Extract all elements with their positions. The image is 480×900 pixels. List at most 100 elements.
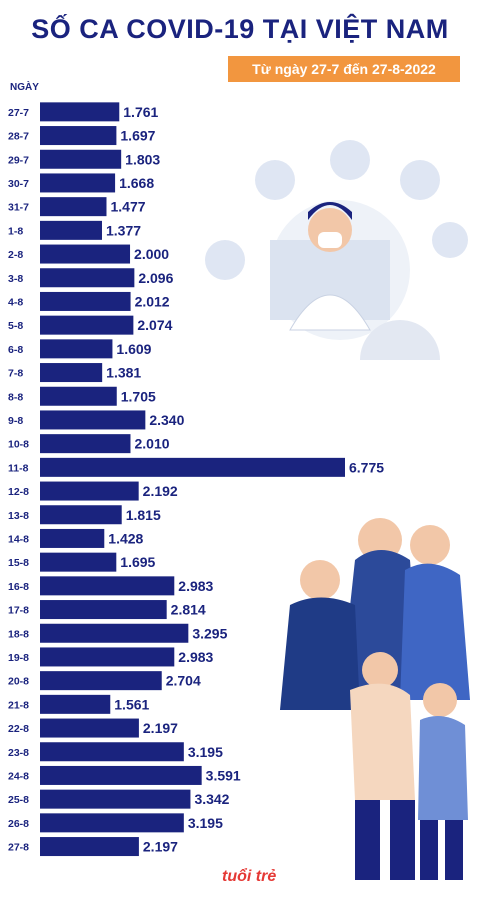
bar bbox=[40, 434, 131, 454]
category-label: 1-8 bbox=[8, 225, 23, 237]
bar bbox=[40, 457, 345, 477]
category-label: 13-8 bbox=[8, 510, 29, 522]
value-label: 1.609 bbox=[116, 341, 151, 357]
bar bbox=[40, 481, 139, 501]
category-label: 26-8 bbox=[8, 818, 29, 830]
bar bbox=[40, 623, 189, 643]
bar bbox=[40, 126, 117, 146]
category-label: 20-8 bbox=[8, 676, 29, 688]
value-label: 1.697 bbox=[120, 128, 155, 144]
value-label: 1.761 bbox=[123, 104, 158, 120]
bar bbox=[40, 600, 167, 620]
bar bbox=[40, 291, 131, 311]
bar bbox=[40, 837, 139, 857]
category-label: 3-8 bbox=[8, 273, 23, 285]
bar bbox=[40, 742, 184, 762]
category-label: 28-7 bbox=[8, 131, 29, 143]
bar bbox=[40, 552, 117, 572]
bar bbox=[40, 813, 184, 833]
category-label: 14-8 bbox=[8, 533, 29, 545]
bar bbox=[40, 718, 139, 738]
bar bbox=[40, 315, 134, 335]
category-label: 27-8 bbox=[8, 842, 29, 854]
value-label: 2.012 bbox=[135, 293, 170, 309]
category-label: 31-7 bbox=[8, 202, 29, 214]
category-label: 17-8 bbox=[8, 605, 29, 617]
bar bbox=[40, 386, 117, 406]
category-label: 25-8 bbox=[8, 794, 29, 806]
category-label: 9-8 bbox=[8, 415, 23, 427]
bar bbox=[40, 363, 103, 383]
value-label: 2.010 bbox=[134, 436, 169, 452]
value-label: 1.695 bbox=[120, 554, 155, 570]
value-label: 3.591 bbox=[206, 767, 241, 783]
category-label: 27-7 bbox=[8, 107, 29, 119]
tuoi-tre-logo: tuổi trẻ bbox=[222, 868, 277, 885]
bar bbox=[40, 173, 116, 193]
value-label: 1.668 bbox=[119, 175, 154, 191]
bar bbox=[40, 410, 146, 430]
bar bbox=[40, 694, 111, 714]
category-label: 18-8 bbox=[8, 628, 29, 640]
value-label: 2.983 bbox=[178, 578, 213, 594]
value-label: 6.775 bbox=[349, 459, 384, 475]
value-label: 2.340 bbox=[149, 412, 184, 428]
bar bbox=[40, 339, 113, 359]
value-label: 2.814 bbox=[171, 602, 206, 618]
value-label: 1.377 bbox=[106, 222, 141, 238]
bar bbox=[40, 244, 131, 264]
value-label: 2.704 bbox=[166, 673, 201, 689]
value-label: 2.983 bbox=[178, 649, 213, 665]
bar bbox=[40, 102, 120, 122]
medical-illustration bbox=[205, 140, 468, 360]
value-label: 2.197 bbox=[143, 839, 178, 855]
value-label: 2.000 bbox=[134, 246, 169, 262]
value-label: 1.561 bbox=[114, 696, 149, 712]
category-label: 2-8 bbox=[8, 249, 23, 261]
category-label: 4-8 bbox=[8, 296, 23, 308]
bar bbox=[40, 220, 102, 240]
bar bbox=[40, 268, 135, 288]
bar bbox=[40, 576, 175, 596]
value-label: 1.477 bbox=[110, 199, 145, 215]
bar bbox=[40, 528, 105, 548]
bar bbox=[40, 789, 191, 809]
value-label: 2.192 bbox=[143, 483, 178, 499]
value-label: 2.096 bbox=[138, 270, 173, 286]
category-label: 10-8 bbox=[8, 439, 29, 451]
bar bbox=[40, 765, 202, 785]
value-label: 2.074 bbox=[137, 317, 172, 333]
category-label: 7-8 bbox=[8, 368, 23, 380]
category-label: 5-8 bbox=[8, 320, 23, 332]
value-label: 1.381 bbox=[106, 365, 141, 381]
category-label: 8-8 bbox=[8, 391, 23, 403]
category-label: 29-7 bbox=[8, 154, 29, 166]
value-label: 3.195 bbox=[188, 815, 223, 831]
category-label: 23-8 bbox=[8, 747, 29, 759]
bar bbox=[40, 671, 162, 691]
bar bbox=[40, 505, 122, 525]
y-axis-label: NGÀY bbox=[10, 82, 39, 93]
category-label: 21-8 bbox=[8, 699, 29, 711]
bar bbox=[40, 647, 175, 667]
value-label: 3.195 bbox=[188, 744, 223, 760]
category-label: 16-8 bbox=[8, 581, 29, 593]
category-label: 15-8 bbox=[8, 557, 29, 569]
category-label: 12-8 bbox=[8, 486, 29, 498]
value-label: 3.342 bbox=[194, 791, 229, 807]
chart-title: SỐ CA COVID-19 TẠI VIỆT NAM bbox=[31, 14, 449, 44]
category-label: 30-7 bbox=[8, 178, 29, 190]
category-label: 22-8 bbox=[8, 723, 29, 735]
bar bbox=[40, 197, 107, 217]
value-label: 3.295 bbox=[192, 625, 227, 641]
category-label: 11-8 bbox=[8, 462, 29, 474]
value-label: 1.705 bbox=[121, 388, 156, 404]
bar bbox=[40, 149, 122, 169]
date-range-badge: Từ ngày 27-7 đến 27-8-2022 bbox=[228, 56, 460, 82]
category-label: 19-8 bbox=[8, 652, 29, 664]
value-label: 1.803 bbox=[125, 151, 160, 167]
value-label: 1.428 bbox=[108, 530, 143, 546]
crowd-illustration bbox=[280, 518, 470, 880]
value-label: 2.197 bbox=[143, 720, 178, 736]
value-label: 1.815 bbox=[126, 507, 161, 523]
